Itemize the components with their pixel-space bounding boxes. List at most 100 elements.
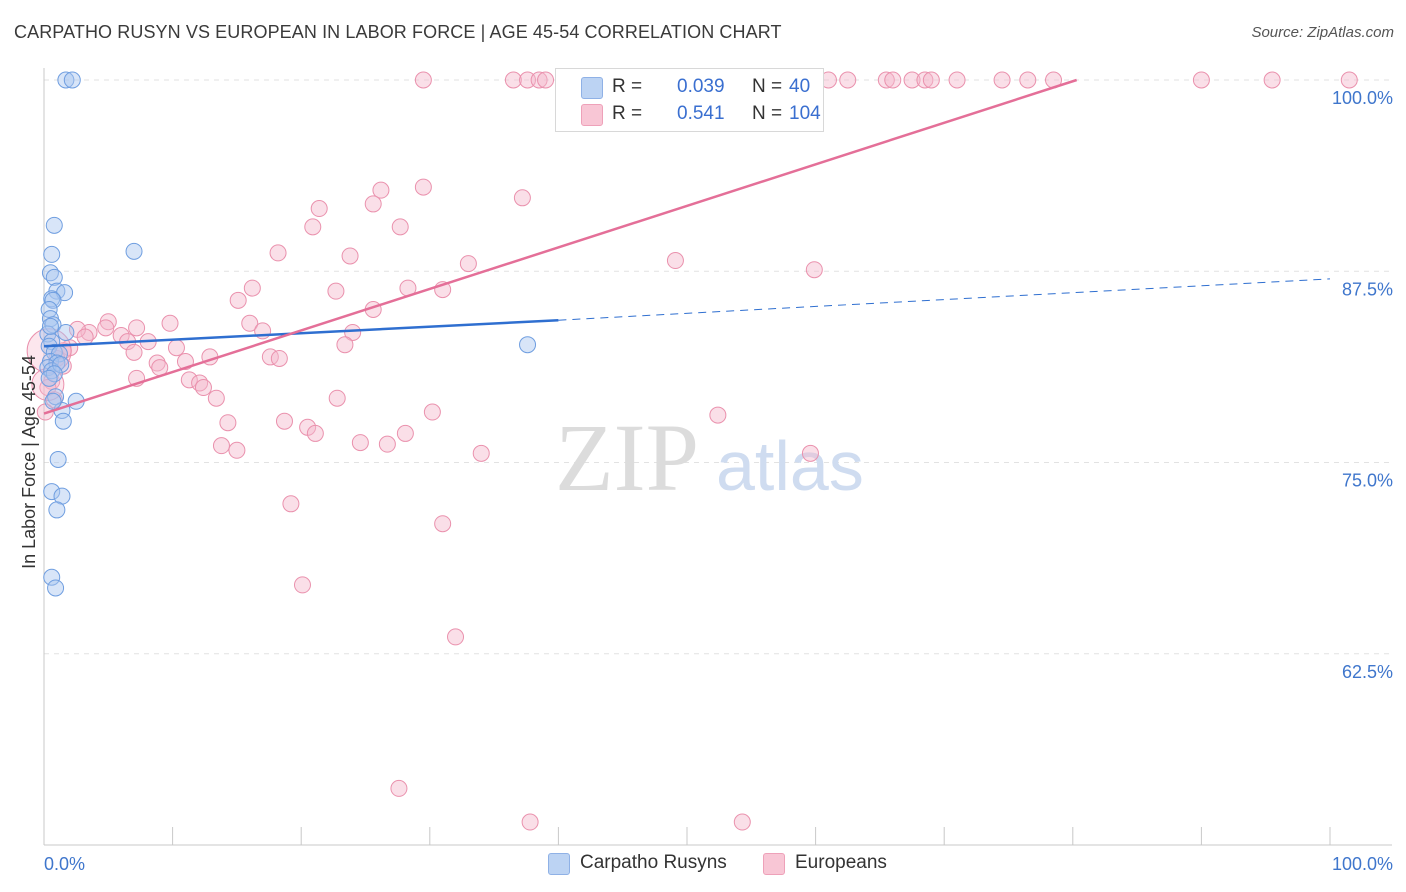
- europeans-point: [948, 71, 966, 89]
- europeans-point: [269, 244, 287, 262]
- europeans-point: [390, 779, 408, 797]
- watermark-zip: ZIP: [555, 404, 699, 511]
- europeans-point: [336, 336, 354, 354]
- carpatho-rusyns-point: [47, 388, 65, 406]
- europeans-point: [513, 189, 531, 207]
- carpatho-rusyns-point: [43, 483, 61, 501]
- carpatho-rusyns-trendline-extension: [558, 278, 1331, 321]
- legend-r-value: 0.541: [677, 103, 725, 124]
- europeans-point: [261, 348, 279, 366]
- europeans-point: [351, 434, 369, 452]
- europeans-point: [666, 252, 684, 270]
- legend-n-label: N =: [752, 76, 783, 97]
- europeans-point: [922, 71, 940, 89]
- europeans-point: [414, 71, 432, 89]
- europeans-point: [228, 441, 246, 459]
- europeans-point: [801, 444, 819, 462]
- carpatho-rusyns-point: [40, 369, 58, 387]
- europeans-point: [194, 379, 212, 397]
- europeans-point: [839, 71, 857, 89]
- europeans-point: [229, 291, 247, 309]
- carpatho-rusyns-point: [63, 71, 81, 89]
- europeans-point: [161, 314, 179, 332]
- europeans-point: [709, 406, 727, 424]
- europeans-point: [434, 515, 452, 533]
- europeans-point: [391, 218, 409, 236]
- europeans-point: [148, 354, 166, 372]
- europeans-point: [275, 412, 293, 430]
- watermark: ZIP atlas: [555, 404, 864, 511]
- europeans-point: [306, 424, 324, 442]
- europeans-point: [1340, 71, 1358, 89]
- carpatho-rusyns-point: [43, 568, 61, 586]
- europeans-point: [270, 349, 288, 367]
- europeans-point: [364, 195, 382, 213]
- bottom-legend-label: Europeans: [795, 852, 887, 873]
- europeans-point: [241, 314, 259, 332]
- carpatho-rusyns-trendline: [43, 318, 559, 348]
- europeans-point: [423, 403, 441, 421]
- europeans-point: [180, 371, 198, 389]
- europeans-point: [884, 71, 902, 89]
- bottom-legend-swatch-blue: [548, 853, 570, 875]
- bottom-legend-swatch-pink: [763, 853, 785, 875]
- carpatho-rusyns-point: [45, 216, 63, 234]
- tick-labels: 100.0% 87.5% 75.0% 62.5% 0.0% 100.0% In Labor …: [19, 88, 1393, 874]
- europeans-point: [293, 576, 311, 594]
- europeans-point: [328, 389, 346, 407]
- europeans-point: [537, 71, 555, 89]
- legend-r-label: R =: [612, 103, 643, 124]
- europeans-point: [396, 424, 414, 442]
- europeans-point: [304, 218, 322, 236]
- carpatho-rusyns-point: [57, 71, 75, 89]
- carpatho-rusyns-point: [44, 316, 62, 334]
- correlation-legend: R = 0.039 N = 40 R = 0.541 N = 104: [555, 68, 824, 132]
- legend-n-value: 104: [789, 103, 821, 124]
- europeans-point: [128, 319, 146, 337]
- europeans-point: [805, 261, 823, 279]
- bottom-legend-label: Carpatho Rusyns: [580, 852, 727, 873]
- y-tick-label: 100.0%: [1332, 88, 1393, 108]
- europeans-point: [903, 71, 921, 89]
- legend-swatch-blue: [581, 77, 603, 99]
- legend-n-value: 40: [789, 76, 811, 97]
- europeans-point: [97, 319, 115, 337]
- europeans-point: [504, 71, 522, 89]
- europeans-point: [414, 178, 432, 196]
- europeans-point: [530, 71, 548, 89]
- carpatho-rusyns-point: [519, 336, 537, 354]
- legend-r-value: 0.039: [677, 76, 725, 97]
- europeans-point: [993, 71, 1011, 89]
- europeans-point: [282, 495, 300, 513]
- europeans-point: [877, 71, 895, 89]
- carpatho-rusyns-point: [41, 317, 59, 335]
- carpatho-rusyns-point: [48, 501, 66, 519]
- source-label: Source: ZipAtlas.com: [1251, 24, 1394, 41]
- axes: [43, 68, 1392, 846]
- europeans-point: [327, 282, 345, 300]
- europeans-point: [372, 181, 390, 199]
- europeans-point: [310, 200, 328, 218]
- europeans-points: [26, 71, 1358, 831]
- legend-n-label: N =: [752, 103, 783, 124]
- europeans-point: [212, 437, 230, 455]
- y-axis-label: In Labor Force | Age 45-54: [19, 355, 39, 569]
- europeans-point: [1019, 71, 1037, 89]
- europeans-point: [378, 435, 396, 453]
- europeans-point: [447, 628, 465, 646]
- europeans-point: [167, 339, 185, 357]
- legend-swatch-pink: [581, 104, 603, 126]
- carpatho-rusyns-point: [44, 291, 62, 309]
- europeans-point: [459, 255, 477, 273]
- europeans-point: [1263, 71, 1281, 89]
- europeans-point: [219, 414, 237, 432]
- europeans-point: [916, 71, 934, 89]
- europeans-point: [1192, 71, 1210, 89]
- carpatho-rusyns-point: [44, 392, 62, 410]
- carpatho-rusyns-point: [45, 365, 63, 383]
- trendlines: [43, 78, 1331, 415]
- gridlines: [44, 79, 1392, 655]
- chart-title: CARPATHO RUSYN VS EUROPEAN IN LABOR FORC…: [14, 22, 782, 42]
- carpatho-rusyns-point: [52, 356, 70, 374]
